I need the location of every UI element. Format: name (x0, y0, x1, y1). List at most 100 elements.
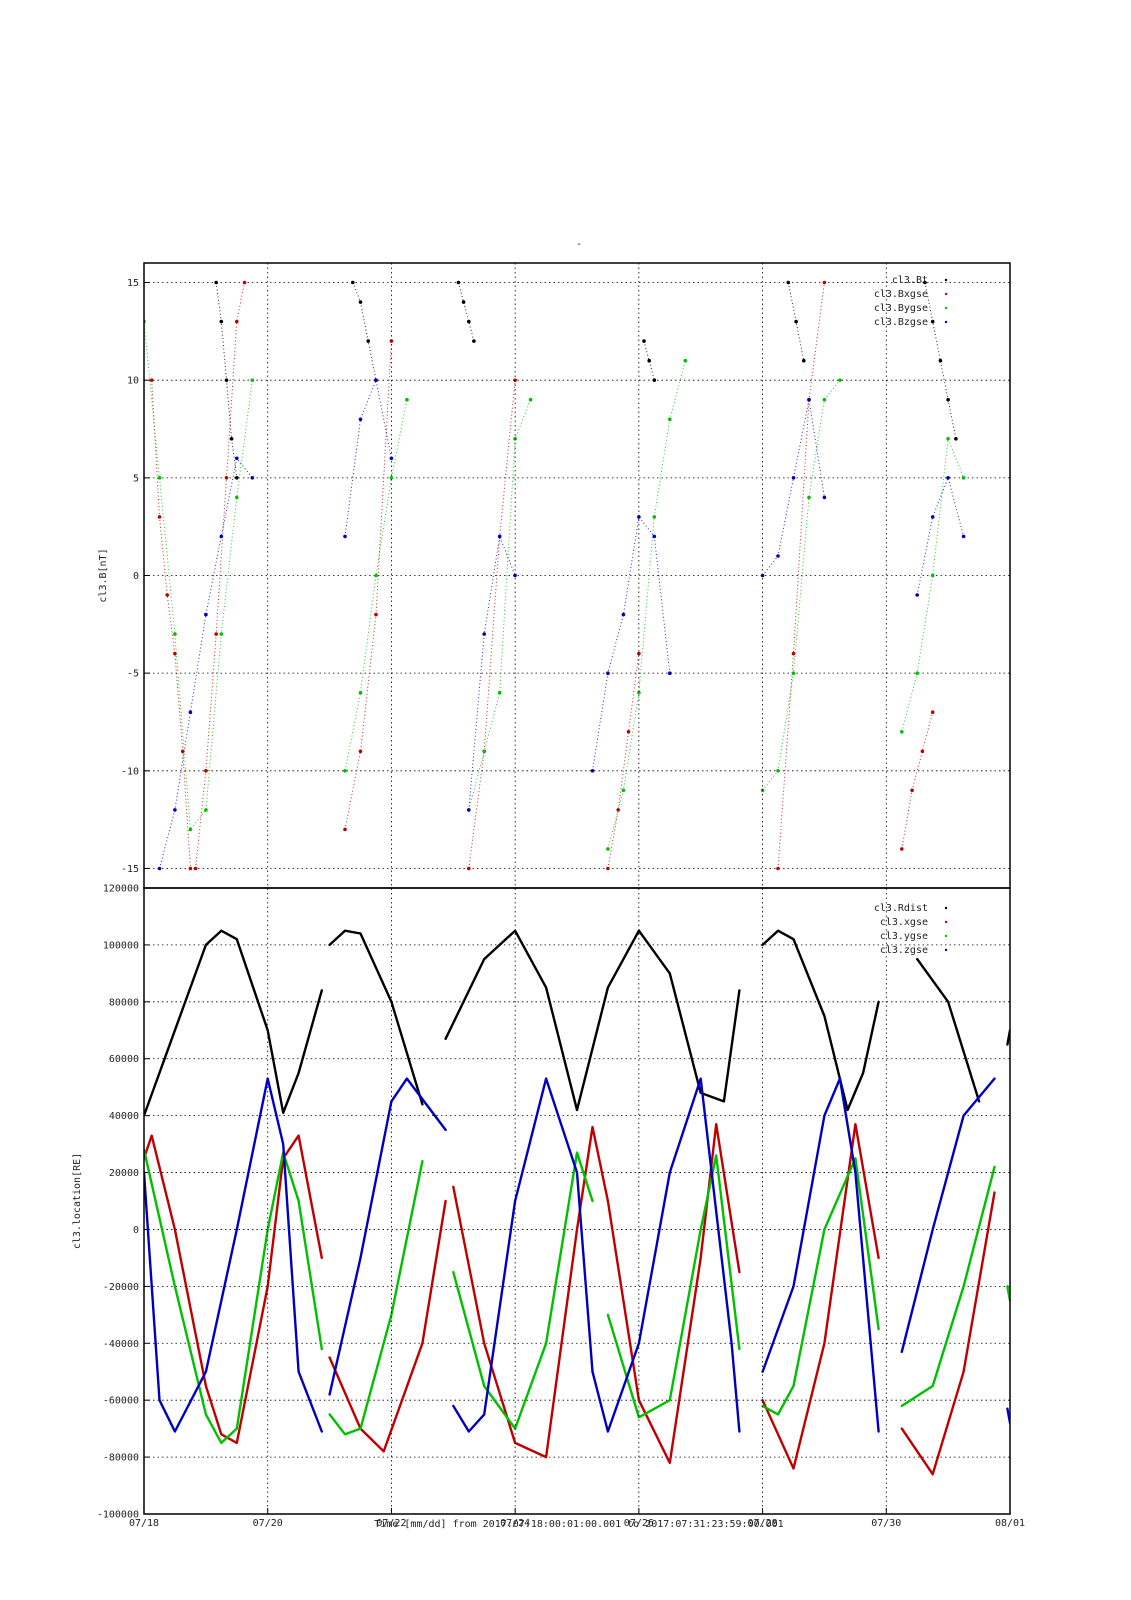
series-line (761, 1122, 880, 1470)
legend-label: cl3.Bt (892, 275, 928, 286)
data-point (760, 573, 765, 578)
y-axis-label: cl3.B[nT] (98, 548, 109, 602)
series-line (452, 1077, 594, 1433)
y-tick-label: 40000 (109, 1111, 139, 1122)
data-point (250, 476, 255, 480)
x-tick-label: 07/18 (129, 1518, 159, 1529)
data-point (822, 280, 827, 285)
magnetic-field-panel: 151050-5-10-15cl3.B[nT]cl3.Btcl3.Bxgsecl… (98, 262, 1011, 889)
data-point (461, 300, 466, 304)
data-point (791, 671, 796, 675)
y-tick-label: -5 (127, 669, 139, 680)
plot-area (144, 280, 966, 871)
y-tick-label: 5 (133, 473, 139, 484)
data-point (343, 827, 347, 832)
data-point (204, 612, 208, 617)
y-tick-label: -20000 (103, 1282, 139, 1293)
data-point (961, 476, 966, 480)
data-point (180, 749, 185, 754)
data-point (188, 866, 193, 871)
data-point (938, 358, 943, 363)
legend-label: cl3.Bzgse (874, 317, 928, 328)
data-point (219, 632, 224, 636)
data-point (235, 495, 239, 500)
data-point (668, 671, 672, 675)
series-line (144, 1077, 323, 1433)
legend: cl3.Bt cl3.Bxgse cl3.Bygse cl3.Bzgse (874, 275, 948, 328)
data-point (149, 378, 154, 383)
data-point (358, 749, 363, 754)
data-point (606, 671, 610, 675)
data-point (343, 534, 347, 539)
y-tick-label: -15 (121, 864, 139, 875)
data-point (157, 866, 162, 871)
data-point (250, 378, 255, 383)
data-point (637, 515, 641, 519)
data-point (637, 651, 641, 656)
data-point (606, 866, 610, 871)
x-tick-label: 07/30 (871, 1518, 901, 1529)
x-tick-label: 08/01 (995, 1518, 1025, 1529)
data-point (204, 769, 208, 773)
data-point (621, 788, 626, 793)
data-point (900, 847, 904, 851)
series-trace (352, 282, 377, 381)
series-line (452, 1151, 594, 1430)
data-point (776, 554, 780, 558)
data-point (224, 378, 229, 383)
data-point (652, 534, 657, 539)
data-point (157, 515, 162, 519)
data-point (173, 808, 177, 812)
series-trace (607, 653, 640, 869)
data-point (920, 749, 925, 754)
data-point (794, 319, 798, 324)
data-point (637, 690, 641, 695)
data-point (776, 769, 780, 773)
data-point (242, 280, 247, 285)
data-point (930, 515, 935, 519)
data-point (229, 437, 234, 441)
data-point (188, 827, 193, 832)
x-tick-label: 07/28 (748, 1518, 778, 1529)
series-trace (777, 282, 825, 869)
series-cl3-Bygse (144, 319, 966, 851)
series-cl3-Bxgse (149, 280, 935, 871)
data-point (802, 358, 806, 363)
data-point (513, 573, 517, 578)
series-line (144, 929, 323, 1117)
y-tick-label: -10 (121, 766, 139, 777)
data-point (389, 339, 394, 343)
series-cl3-Bt (214, 280, 958, 480)
series-line (606, 1122, 741, 1465)
data-point (652, 378, 657, 383)
data-point (351, 280, 355, 285)
series-cl3-Bzgse (157, 378, 966, 871)
data-point (374, 378, 378, 383)
data-point (467, 319, 471, 324)
series-line (916, 957, 981, 1103)
y-tick-label: 15 (127, 278, 139, 289)
legend-label: cl3.Rdist (874, 903, 928, 914)
y-tick-label: -80000 (103, 1453, 139, 1464)
data-point (642, 339, 646, 343)
legend-marker (944, 906, 948, 910)
data-point (165, 593, 169, 597)
series-line (328, 1199, 447, 1453)
data-point (374, 573, 378, 578)
y-tick-label: 0 (133, 571, 139, 582)
data-point (482, 749, 487, 754)
y-tick-label: 120000 (103, 884, 139, 895)
series-trace (762, 379, 841, 791)
data-point (786, 280, 791, 285)
series-line (144, 1148, 323, 1445)
data-point (482, 632, 487, 636)
data-point (923, 280, 927, 285)
data-point (188, 710, 193, 714)
x-tick-label: 07/24 (500, 1518, 530, 1529)
data-point (822, 495, 827, 500)
data-point (647, 358, 651, 363)
series-trace (607, 360, 686, 850)
data-point (900, 730, 904, 734)
location-panel: 120000 100000 80000 60000 40000 20000 0 -20000 -… (72, 884, 1011, 1521)
data-point (214, 632, 218, 636)
